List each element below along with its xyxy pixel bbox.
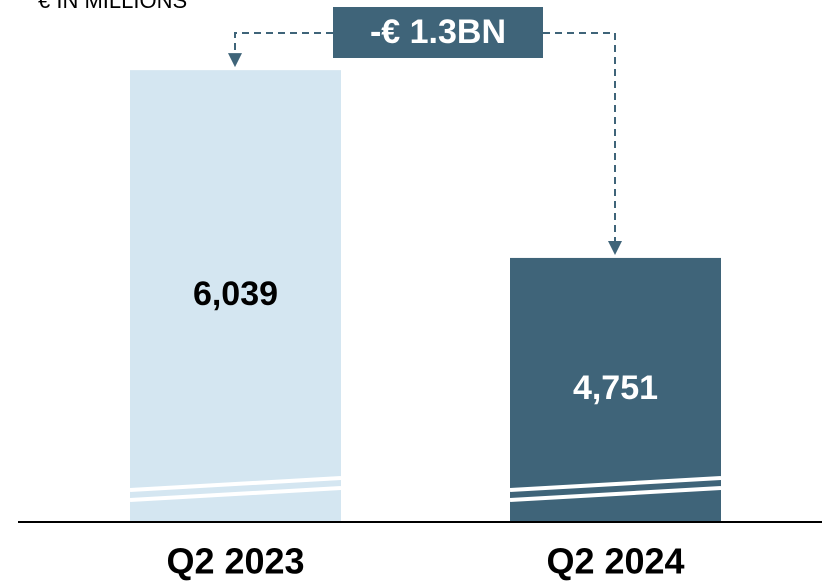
- connector: [234, 32, 333, 58]
- x-tick-label: Q2 2024: [546, 541, 684, 582]
- subtitle: € IN MILLIONS: [38, 0, 187, 13]
- annotation: -€ 1.3BN: [370, 13, 506, 51]
- x-tick-label: Q2 2023: [166, 541, 304, 582]
- value-label: 6,039: [193, 275, 278, 313]
- connector: [543, 32, 616, 245]
- bar: [510, 257, 721, 522]
- annotation-box: [333, 7, 543, 58]
- value-label: 4,751: [573, 369, 658, 407]
- axis-break: [129, 476, 342, 492]
- arrow-head: [228, 53, 242, 68]
- axis-break: [509, 476, 722, 492]
- axis-break: [509, 486, 722, 502]
- bar: [130, 70, 341, 522]
- axis-break: [129, 486, 342, 502]
- arrow-head: [608, 240, 622, 255]
